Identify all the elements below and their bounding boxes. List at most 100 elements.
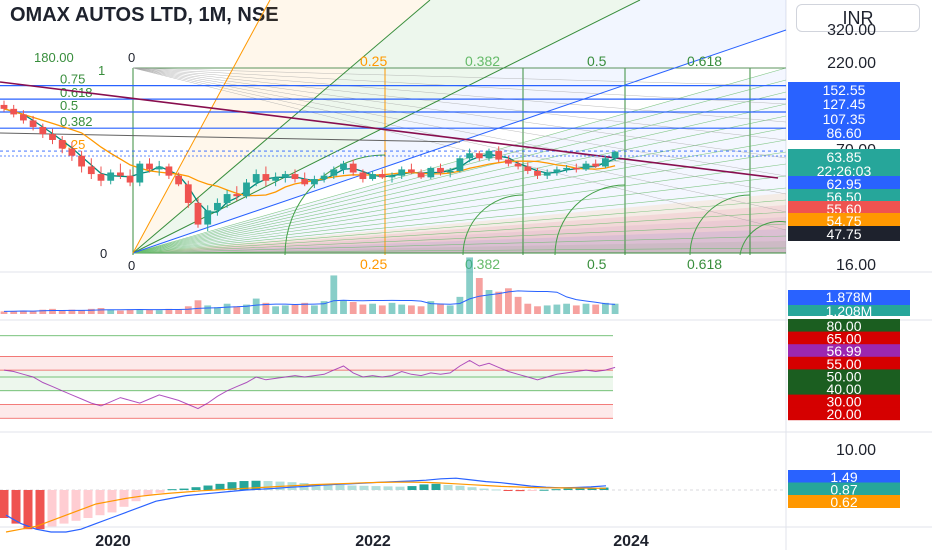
rsi-line bbox=[3, 359, 616, 410]
fan-ray bbox=[132, 0, 271, 254]
price-tick: 320.00 bbox=[827, 22, 876, 39]
candle-body bbox=[291, 174, 299, 180]
fib-fan-drawing: 0.750.6180.50.3820.25180.0010000.250.250… bbox=[0, 0, 787, 273]
candle-body bbox=[563, 167, 570, 170]
fan-ray bbox=[132, 127, 787, 254]
fan-ray bbox=[132, 67, 787, 231]
candle-body bbox=[456, 158, 464, 171]
volume-bar bbox=[311, 305, 318, 314]
volume-bar bbox=[136, 309, 144, 314]
macd-hist-bar bbox=[203, 485, 213, 490]
candle-body bbox=[155, 166, 163, 170]
candle-body bbox=[175, 175, 182, 185]
candle-body bbox=[39, 126, 47, 135]
candle-body bbox=[262, 174, 270, 181]
price-label-box bbox=[788, 189, 900, 204]
macd-label-text: 1.49 bbox=[830, 469, 857, 485]
candle-body bbox=[243, 182, 250, 197]
macd-label-text: 0.62 bbox=[830, 494, 857, 510]
candle-body bbox=[505, 159, 512, 164]
volume-bar bbox=[563, 303, 570, 314]
macd-hist-bar bbox=[371, 486, 381, 490]
volume-bar bbox=[417, 306, 425, 314]
macd-hist-bar bbox=[527, 490, 537, 491]
time-axis: 2020 2022 2024 bbox=[95, 533, 649, 550]
candle-body bbox=[204, 210, 212, 225]
fan-ray bbox=[132, 247, 787, 254]
volume-label-text: 1.878M bbox=[826, 289, 873, 305]
candle-body bbox=[485, 150, 493, 159]
fan-ray bbox=[132, 223, 787, 254]
candle-body bbox=[136, 163, 144, 183]
time-tick: 2020 bbox=[95, 533, 131, 550]
volume-bar bbox=[252, 298, 260, 314]
fan-ray bbox=[132, 0, 431, 254]
rsi-label-text: 50.00 bbox=[826, 368, 861, 384]
candle-body bbox=[117, 172, 124, 176]
candle-body bbox=[466, 153, 473, 159]
fib-top-label: 0.382 bbox=[465, 53, 500, 69]
candle-body bbox=[611, 152, 619, 159]
candle-body bbox=[20, 114, 27, 121]
macd-label-box bbox=[788, 470, 900, 483]
macd-hist-bar bbox=[179, 488, 189, 490]
candle-body bbox=[582, 163, 590, 170]
price-label-text: 127.45 bbox=[823, 96, 866, 112]
candle-body bbox=[10, 108, 18, 115]
rsi-band bbox=[0, 370, 613, 391]
candle-body bbox=[320, 175, 328, 180]
currency-button[interactable]: INR bbox=[796, 4, 920, 32]
macd-pane bbox=[0, 477, 786, 533]
candle-body bbox=[107, 172, 115, 181]
price-label-box bbox=[788, 125, 900, 140]
fan-shade bbox=[133, 0, 786, 253]
fan-shade bbox=[133, 217, 786, 253]
fan-shade bbox=[133, 229, 786, 253]
macd-hist-bar bbox=[239, 481, 249, 490]
macd-hist-bar bbox=[479, 488, 489, 490]
fan-ray bbox=[132, 67, 787, 87]
volume-bar bbox=[456, 296, 464, 314]
fan-ray bbox=[132, 67, 787, 123]
macd-hist-bar bbox=[35, 490, 45, 530]
volume-bar bbox=[184, 306, 192, 314]
volume-bar bbox=[214, 307, 221, 314]
rsi-band bbox=[0, 404, 613, 419]
price-axis: 320.00220.0070.0016.00152.55127.45107.35… bbox=[788, 22, 910, 510]
rsi-label-box bbox=[788, 394, 900, 408]
candle-body bbox=[475, 153, 483, 159]
volume-bar bbox=[97, 308, 105, 314]
volume-bar bbox=[204, 305, 212, 314]
price-label-text: 86.60 bbox=[826, 125, 861, 141]
fan-shade bbox=[133, 193, 786, 253]
price-label-text: 107.35 bbox=[823, 111, 866, 127]
price-label-text: 54.75 bbox=[826, 213, 861, 229]
price-label-box bbox=[788, 111, 900, 126]
volume-bar bbox=[243, 304, 250, 314]
volume-bar bbox=[291, 304, 299, 314]
macd-hist-bar bbox=[419, 484, 429, 490]
price-label-text: 62.95 bbox=[826, 176, 861, 192]
volume-label-box bbox=[788, 290, 910, 305]
volume-bar bbox=[485, 290, 493, 314]
volume-label-text: 1.208M bbox=[826, 303, 873, 319]
volume-bar bbox=[233, 306, 241, 314]
volume-bar bbox=[427, 301, 435, 314]
volume-bar bbox=[39, 309, 47, 314]
fan-ray bbox=[132, 67, 787, 195]
macd-hist-bar bbox=[491, 489, 501, 491]
volume-bar bbox=[505, 288, 512, 314]
volume-bar bbox=[49, 308, 56, 314]
candle-body bbox=[146, 163, 153, 170]
rsi-label-text: 55.00 bbox=[826, 356, 861, 372]
volume-bar bbox=[388, 302, 396, 314]
macd-hist-bar bbox=[215, 483, 225, 490]
fib-extra-label: 180.00 bbox=[34, 50, 74, 65]
macd-hist-bar bbox=[0, 490, 9, 518]
time-tick: 2024 bbox=[613, 533, 649, 550]
candle-body bbox=[572, 167, 580, 170]
volume-bar bbox=[369, 303, 376, 314]
macd-hist-bar bbox=[431, 483, 441, 490]
candle-body bbox=[97, 174, 105, 181]
